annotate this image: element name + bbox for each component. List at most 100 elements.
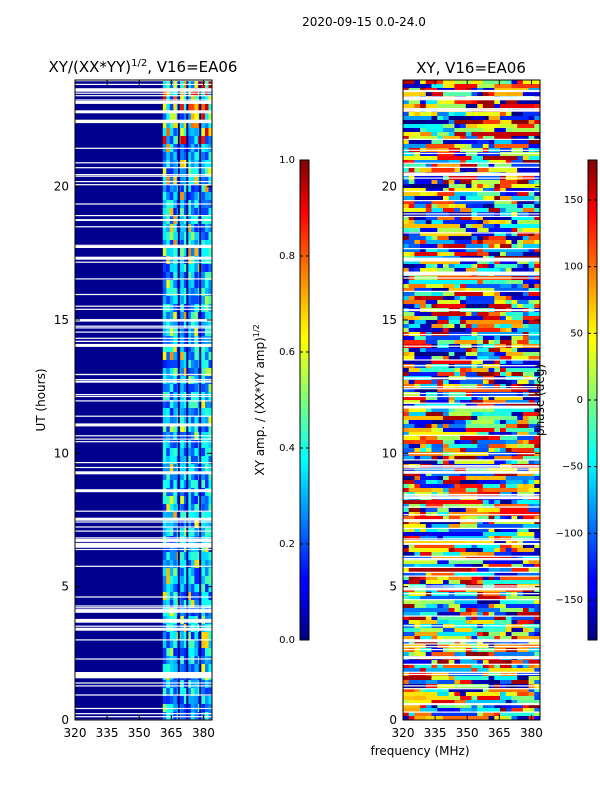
phase-cell [522,500,529,505]
phase-cell [414,564,421,569]
phase-cell [517,196,524,201]
phase-cell [517,192,524,197]
phase-cell [425,140,432,145]
amplitude-cell [205,280,209,289]
phase-cell [414,380,421,385]
phase-cell [437,280,444,285]
phase-cell [522,340,529,345]
amplitude-cell [190,496,195,505]
phase-cell [425,260,432,265]
phase-cell [465,156,472,161]
amplitude-cell [190,400,195,409]
phase-cell [448,628,455,633]
amplitude-cell [183,256,188,265]
amplitude-cell [162,312,167,321]
phase-cell [522,596,529,601]
phase-cell [534,532,541,537]
amplitude-cell [205,480,209,489]
phase-cell [500,284,507,289]
phase-cell [414,444,421,449]
amplitude-cell [162,304,167,313]
phase-cell [454,300,461,305]
phase-cell [443,480,450,485]
phase-cell [443,568,450,573]
amplitude-cell [169,656,174,665]
phase-cell [494,600,501,605]
phase-cell [471,620,478,625]
amplitude-cell [208,224,213,233]
phase-cell [414,180,421,185]
phase-cell [408,184,415,189]
phase-cell [414,268,421,273]
phase-cell [488,128,495,133]
phase-cell [494,408,501,413]
phase-cell [443,112,450,117]
phase-cell [517,204,524,209]
amplitude-cell [201,176,206,185]
phase-cell [477,488,484,493]
phase-cell [528,484,535,489]
amplitude-cell [194,248,199,257]
phase-cell [482,340,489,345]
amplitude-cell [205,192,209,201]
data-gap [75,308,212,310]
phase-cell [471,372,478,377]
phase-cell [425,412,432,417]
phase-cell [488,252,495,257]
amplitude-cell [194,120,199,129]
phase-cell [403,296,410,301]
phase-cell [454,144,461,149]
phase-cell [460,488,467,493]
amplitude-cell [173,312,178,321]
phase-cell [482,632,489,637]
phase-cell [448,188,455,193]
phase-cell [465,416,472,421]
amplitude-cell [187,600,192,609]
phase-cell [408,304,415,309]
amplitude-cell [173,384,178,393]
phase-cell [482,92,489,97]
phase-cell [505,316,512,321]
amplitude-cell [208,592,213,601]
phase-cell [505,184,512,189]
amplitude-cell [194,424,199,433]
phase-cell [403,168,410,173]
amplitude-cell [201,168,206,177]
phase-cell [431,424,438,429]
amplitude-cell [208,264,213,273]
phase-cell [534,436,541,441]
phase-cell [414,484,421,489]
phase-cell [454,612,461,617]
phase-cell [408,228,415,233]
amplitude-cell [205,400,209,409]
amplitude-cell [166,496,171,505]
amplitude-cell [180,232,185,241]
phase-cell [488,336,495,341]
phase-cell [471,152,478,157]
phase-cell [460,444,467,449]
phase-cell [534,260,541,265]
phase-cell [522,304,529,309]
data-gap [75,340,212,342]
phase-cell [414,348,421,353]
amplitude-cell [180,176,185,185]
phase-cell [454,244,461,249]
phase-cell [414,568,421,573]
phase-cell [488,412,495,417]
phase-cell [505,604,512,609]
amplitude-cell [194,480,199,489]
phase-cell [494,316,501,321]
phase-cell [443,548,450,553]
phase-cell [534,200,541,205]
phase-cell [454,156,461,161]
phase-cell [488,324,495,329]
phase-cell [414,532,421,537]
phase-cell [517,412,524,417]
phase-cell [465,544,472,549]
phase-cell [522,124,529,129]
phase-cell [534,328,541,333]
phase-cell [460,192,467,197]
phase-cell [454,112,461,117]
phase-cell [414,112,421,117]
phase-cell [437,484,444,489]
